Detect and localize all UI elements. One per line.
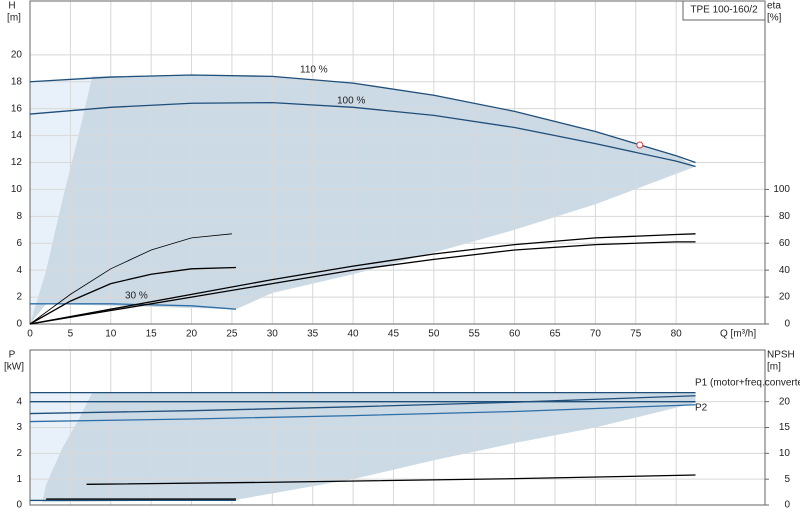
- y2-tick-label: 60: [779, 238, 791, 249]
- y-axis-unit: [m]: [7, 13, 21, 24]
- x-tick-label: 70: [590, 329, 602, 340]
- duty-point: [636, 141, 644, 149]
- curve-label: 110 %: [300, 65, 328, 76]
- operating-area: [30, 392, 93, 503]
- curve: [29, 266, 236, 325]
- y-tick-label: 2: [16, 448, 22, 459]
- y-tick-label: 4: [16, 396, 22, 407]
- x-axis-label: Q [m³/h]: [720, 329, 756, 340]
- y-tick-label: 4: [16, 265, 22, 276]
- x-tick-label: 55: [469, 329, 481, 340]
- y2-tick-label: 100: [773, 184, 790, 195]
- curve: [86, 474, 696, 485]
- y-axis-label: P: [9, 350, 16, 361]
- y-tick-label: 10: [11, 184, 23, 195]
- plot-frame: [29, 0, 766, 325]
- x-tick-label: 0: [27, 329, 33, 340]
- y2-axis-unit: [%]: [767, 13, 782, 24]
- x-tick-label: 75: [630, 329, 642, 340]
- y-tick-label: 0: [16, 500, 22, 511]
- y-tick-label: 1: [16, 474, 22, 485]
- chart-title: TPE 100-160/2: [690, 5, 758, 16]
- y-tick-label: 8: [16, 211, 22, 222]
- title-box: [682, 0, 766, 21]
- operating-area: [42, 392, 696, 503]
- y-tick-label: 12: [11, 157, 23, 168]
- y2-tick-label: 20: [779, 396, 791, 407]
- y2-tick-label: 20: [779, 292, 791, 303]
- x-tick-label: 15: [146, 329, 158, 340]
- y-axis-label: H: [8, 1, 15, 12]
- y2-axis-unit: [m]: [767, 362, 781, 373]
- curve: [30, 303, 237, 310]
- x-tick-label: 65: [549, 329, 561, 340]
- y-tick-label: 0: [16, 319, 22, 330]
- y2-tick-label: 40: [779, 265, 791, 276]
- curve-label: P2: [695, 403, 708, 414]
- y-tick-label: 3: [16, 422, 22, 433]
- y-tick-label: 2: [16, 292, 22, 303]
- x-tick-label: 60: [509, 329, 521, 340]
- curve: [29, 395, 696, 415]
- y2-tick-label: 10: [779, 448, 791, 459]
- curve: [29, 241, 696, 325]
- y-tick-label: 6: [16, 238, 22, 249]
- curve-label: 100 %: [337, 96, 365, 107]
- y2-tick-label: 0: [784, 500, 790, 511]
- x-tick-label: 50: [428, 329, 440, 340]
- x-tick-label: 35: [307, 329, 319, 340]
- y-tick-label: 20: [11, 49, 23, 60]
- x-tick-label: 30: [267, 329, 279, 340]
- x-tick-label: 5: [68, 329, 74, 340]
- x-tick-label: 80: [671, 329, 683, 340]
- x-tick-label: 10: [105, 329, 117, 340]
- y2-tick-label: 80: [779, 211, 791, 222]
- y-tick-label: 16: [11, 103, 23, 114]
- curve-label: 30 %: [125, 291, 148, 302]
- y-tick-label: 14: [11, 130, 23, 141]
- x-tick-label: 20: [186, 329, 198, 340]
- curve-label: P1 (motor+freq.converter): [695, 378, 800, 389]
- y2-tick-label: 5: [784, 474, 790, 485]
- plot-frame: [29, 349, 766, 506]
- curve: [29, 101, 696, 168]
- operating-area: [30, 75, 696, 324]
- curve: [29, 233, 232, 325]
- curve: [29, 233, 696, 325]
- curve: [29, 74, 696, 164]
- x-tick-label: 45: [388, 329, 400, 340]
- x-tick-label: 25: [226, 329, 238, 340]
- x-tick-label: 40: [348, 329, 360, 340]
- y-tick-label: 18: [11, 76, 23, 87]
- y2-axis-label: NPSH: [767, 350, 795, 361]
- curve: [29, 404, 696, 423]
- y2-tick-label: 0: [784, 319, 790, 330]
- operating-area: [30, 76, 93, 324]
- y-axis-unit: [kW]: [4, 362, 24, 373]
- y2-axis-label: eta: [767, 1, 781, 12]
- y2-tick-label: 15: [779, 422, 791, 433]
